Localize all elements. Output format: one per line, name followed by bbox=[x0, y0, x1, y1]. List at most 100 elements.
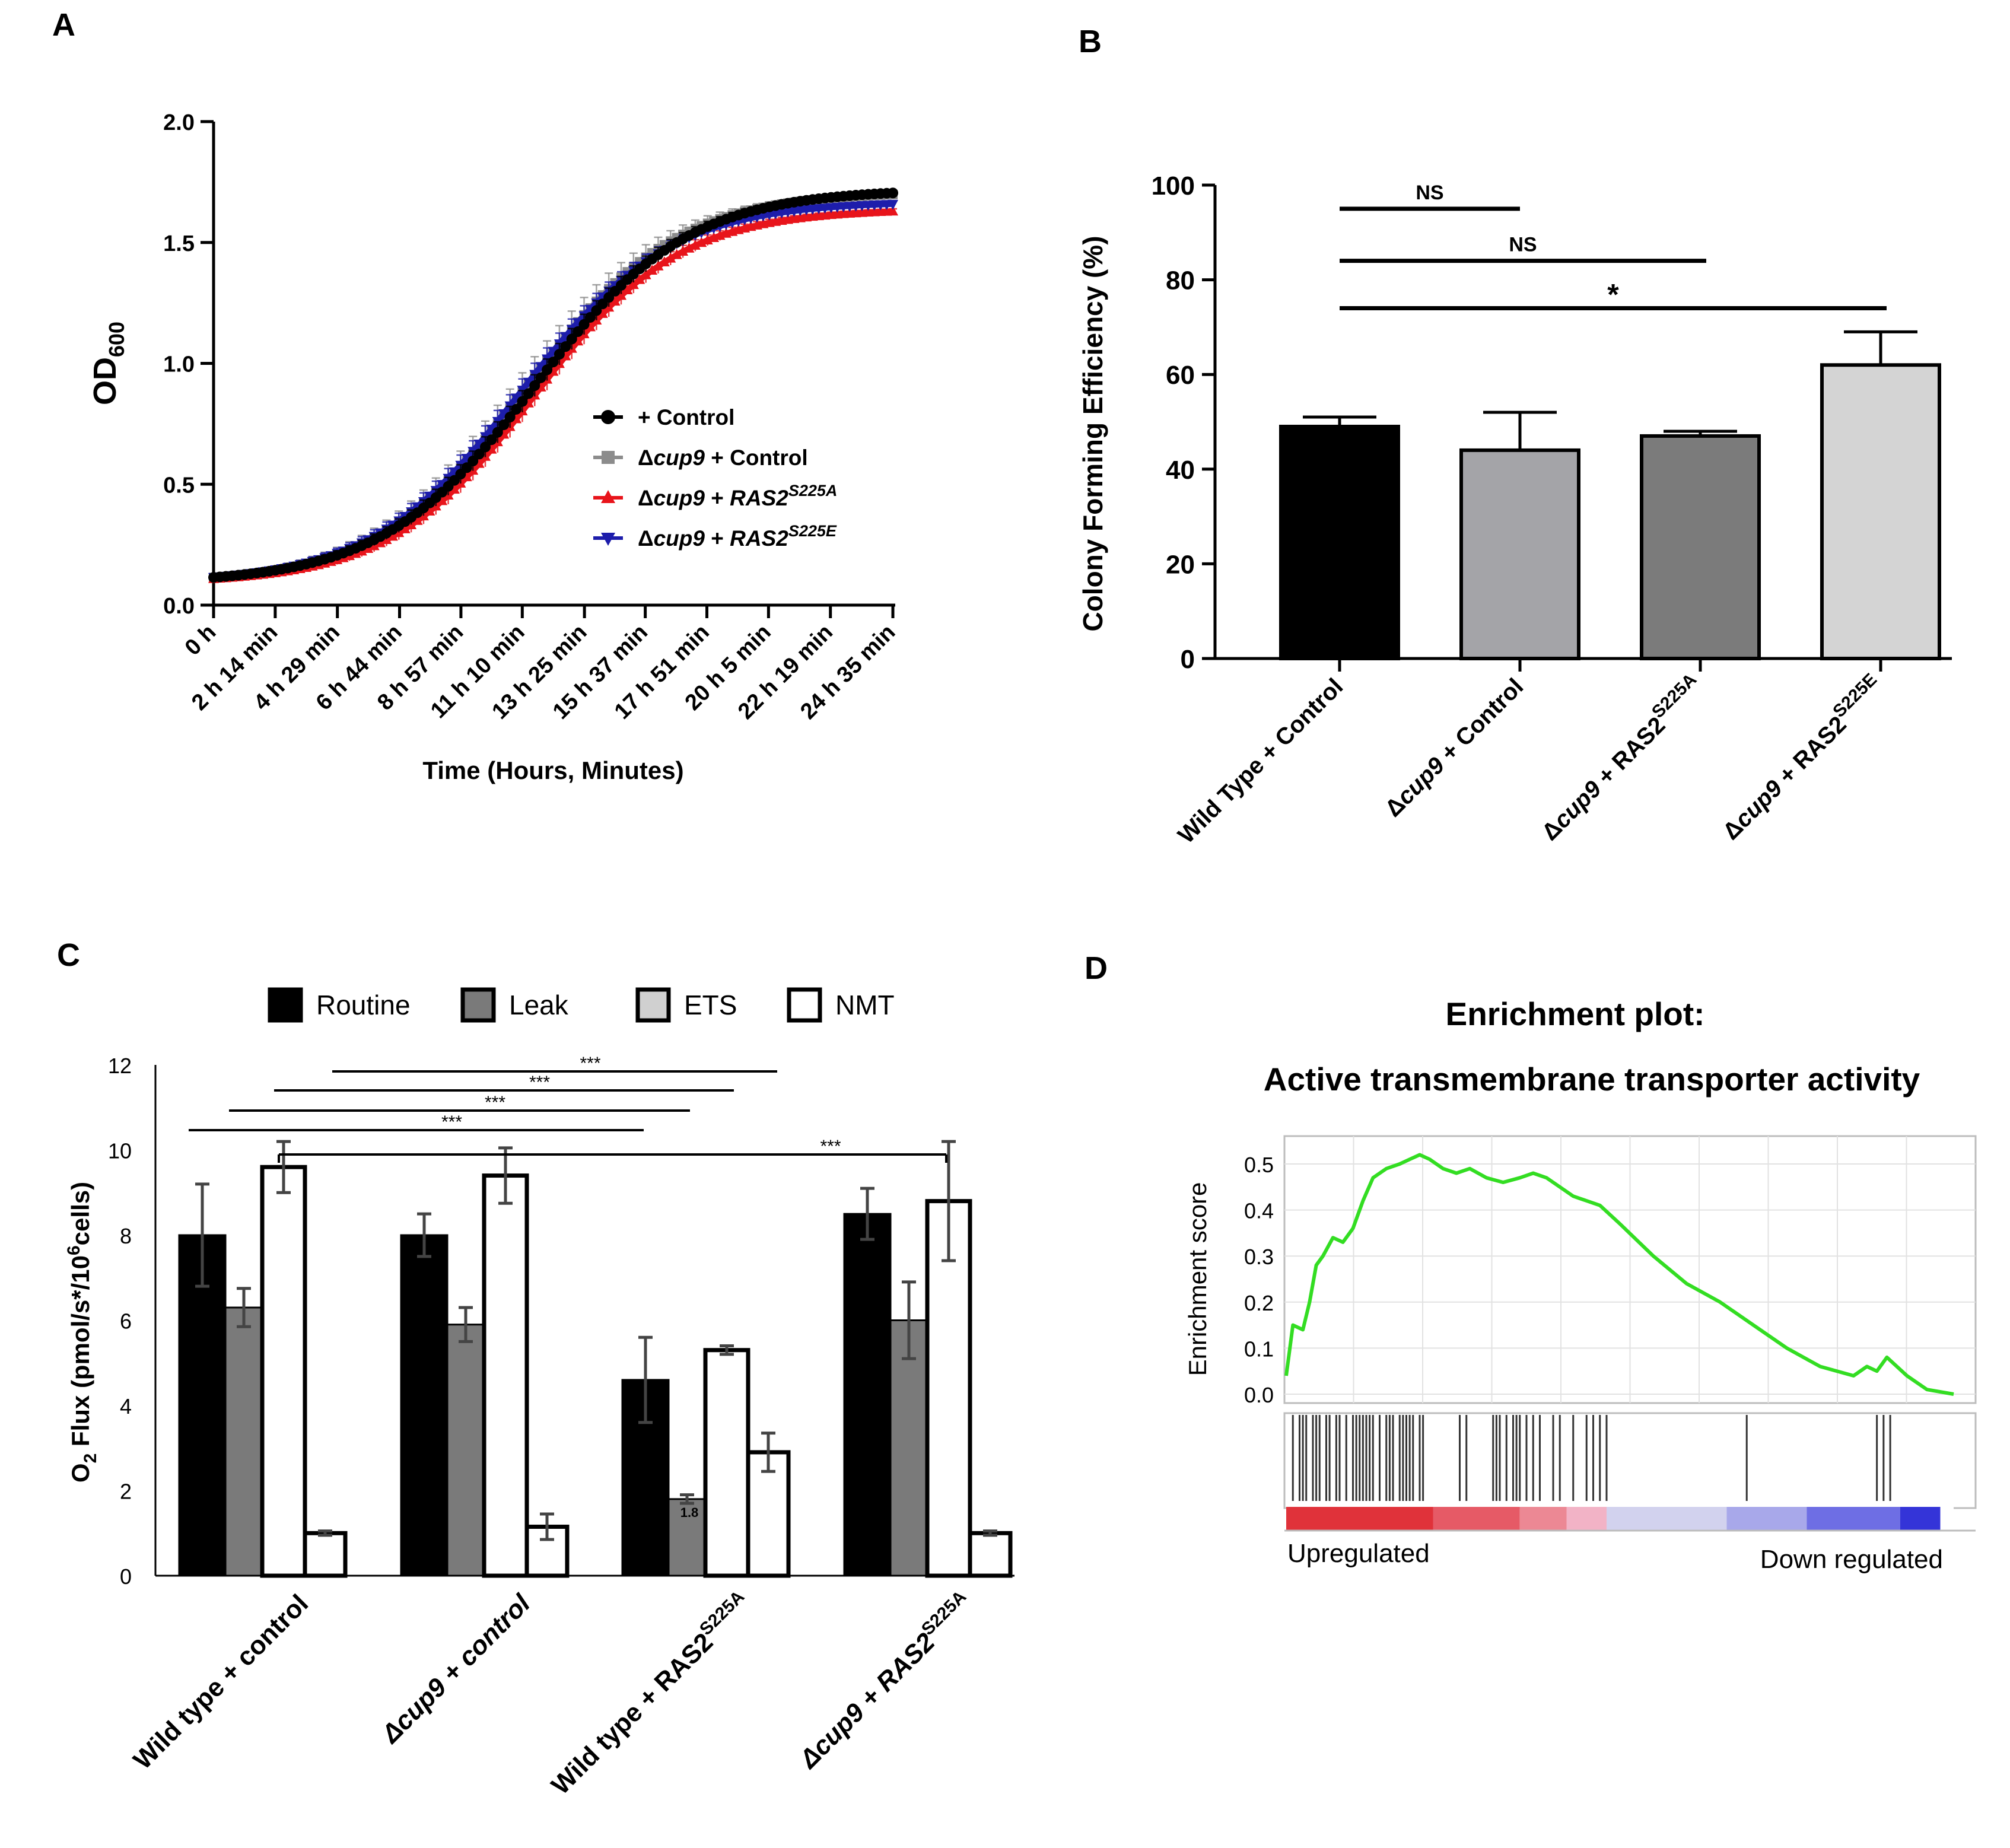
significance-label: * bbox=[1607, 278, 1619, 311]
series-0 bbox=[208, 187, 898, 583]
y-tick-label: 2 bbox=[120, 1480, 132, 1504]
legend-marker bbox=[601, 533, 615, 546]
data-point bbox=[412, 514, 423, 525]
data-point bbox=[647, 264, 658, 275]
series-line bbox=[213, 192, 893, 581]
data-point bbox=[523, 377, 534, 388]
legend-label: Routine bbox=[316, 990, 411, 1020]
legend-entry: + Control bbox=[638, 405, 734, 430]
data-point bbox=[597, 307, 608, 318]
heatbar-segment bbox=[1519, 1507, 1567, 1531]
data-point bbox=[653, 260, 664, 271]
bar bbox=[703, 1348, 750, 1578]
data-point bbox=[498, 419, 510, 430]
data-point bbox=[424, 505, 435, 516]
x-tick-label: Δcup9 + RAS2S225E bbox=[1714, 670, 1889, 845]
y-tick-label: 12 bbox=[108, 1054, 132, 1078]
data-point bbox=[437, 495, 448, 505]
legend-entry: Δcup9 + RAS2S225E bbox=[638, 522, 837, 551]
y-tick-label: 0.2 bbox=[1244, 1291, 1274, 1315]
legend-swatch bbox=[787, 987, 822, 1023]
data-point bbox=[486, 424, 497, 435]
legend-label: Leak bbox=[509, 990, 569, 1020]
data-point bbox=[375, 537, 386, 548]
legend-swatch bbox=[460, 987, 496, 1023]
data-point bbox=[689, 239, 701, 250]
panel-label-a: A bbox=[52, 7, 75, 43]
y-tick-label: 10 bbox=[108, 1139, 132, 1163]
data-point bbox=[535, 372, 546, 383]
data-point bbox=[566, 333, 577, 345]
x-tick-label: 0 h bbox=[180, 620, 221, 661]
y-tick-label: 60 bbox=[1166, 361, 1195, 390]
heatbar-segment bbox=[1726, 1507, 1807, 1531]
legend-label: ETS bbox=[684, 990, 737, 1020]
y-tick-label: 20 bbox=[1166, 550, 1195, 579]
heatbar-segment bbox=[1566, 1507, 1607, 1531]
y-tick-label: 0.1 bbox=[1244, 1337, 1274, 1361]
y-axis-title: OD600 bbox=[87, 322, 129, 405]
bar bbox=[303, 1531, 348, 1578]
data-point bbox=[449, 484, 460, 494]
bar bbox=[925, 1199, 972, 1578]
heatbar-segment bbox=[1433, 1507, 1520, 1531]
data-point bbox=[584, 321, 596, 332]
y-tick-label: 0.0 bbox=[1244, 1383, 1274, 1407]
data-point bbox=[622, 284, 633, 294]
data-point bbox=[573, 326, 584, 338]
y-tick-label: 6 bbox=[120, 1309, 132, 1334]
x-tick-label: Δcup9 + Control bbox=[1380, 673, 1528, 822]
bar bbox=[400, 1234, 449, 1577]
panel-label-b: B bbox=[1079, 24, 1102, 59]
bar bbox=[224, 1306, 263, 1577]
y-tick-label: 8 bbox=[120, 1224, 132, 1248]
data-point bbox=[492, 427, 503, 438]
data-point bbox=[616, 290, 626, 300]
bar bbox=[968, 1531, 1013, 1578]
data-point bbox=[473, 457, 485, 468]
legend-swatch-fill bbox=[643, 994, 664, 1016]
x-tick-label: Wild type + RAS2S225A bbox=[544, 1587, 758, 1801]
bar bbox=[843, 1213, 892, 1577]
rank-heatbar bbox=[1286, 1507, 1954, 1531]
x-label-right: Down regulated bbox=[1760, 1545, 1943, 1574]
data-point bbox=[486, 434, 497, 446]
data-point bbox=[683, 242, 695, 253]
data-point bbox=[473, 449, 485, 460]
data-point bbox=[486, 443, 497, 454]
colony-forming-chart: 0 20 40 60 80 100 Colony Forming Efficiency (%… bbox=[1077, 171, 1952, 848]
panel-label-c: C bbox=[57, 937, 80, 973]
data-point bbox=[671, 249, 682, 259]
data-point bbox=[399, 523, 411, 533]
data-point bbox=[678, 246, 689, 256]
data-point bbox=[634, 273, 645, 284]
data-point bbox=[584, 311, 596, 323]
x-tick-label: Δcup9 + RAS2S225A bbox=[1533, 670, 1709, 845]
heatbar-segment bbox=[1607, 1507, 1727, 1531]
significance-label: *** bbox=[529, 1073, 550, 1092]
data-point bbox=[548, 346, 559, 357]
legend-marker bbox=[601, 490, 615, 503]
data-point bbox=[387, 530, 398, 541]
bar bbox=[178, 1234, 227, 1577]
oxygen-flux-chart: 0 2 4 6 8 10 12 O2 Flux (pmol/s*/106cells) Routi… bbox=[64, 987, 1014, 1801]
y-tick-label: 0.0 bbox=[163, 594, 195, 619]
data-point bbox=[554, 349, 565, 360]
chart-title-line1: Enrichment plot: bbox=[1446, 995, 1705, 1032]
data-point bbox=[640, 269, 651, 279]
heatbar-segment bbox=[1286, 1507, 1433, 1531]
x-tick-label: Wild type + control bbox=[128, 1589, 314, 1775]
y-axis-title: O2 Flux (pmol/s*/106cells) bbox=[64, 1182, 100, 1483]
data-point bbox=[480, 441, 491, 453]
chart-title-line2: Active transmembrane transporter activit… bbox=[1264, 1061, 1920, 1098]
data-point bbox=[609, 295, 621, 306]
data-point bbox=[449, 467, 460, 478]
legend-entry: Δcup9 + RAS2S225A bbox=[638, 482, 837, 510]
data-point bbox=[461, 454, 472, 465]
y-tick-label: 1.0 bbox=[163, 352, 195, 377]
data-point bbox=[467, 456, 479, 467]
significance-label: *** bbox=[485, 1093, 505, 1112]
data-point bbox=[888, 205, 898, 216]
